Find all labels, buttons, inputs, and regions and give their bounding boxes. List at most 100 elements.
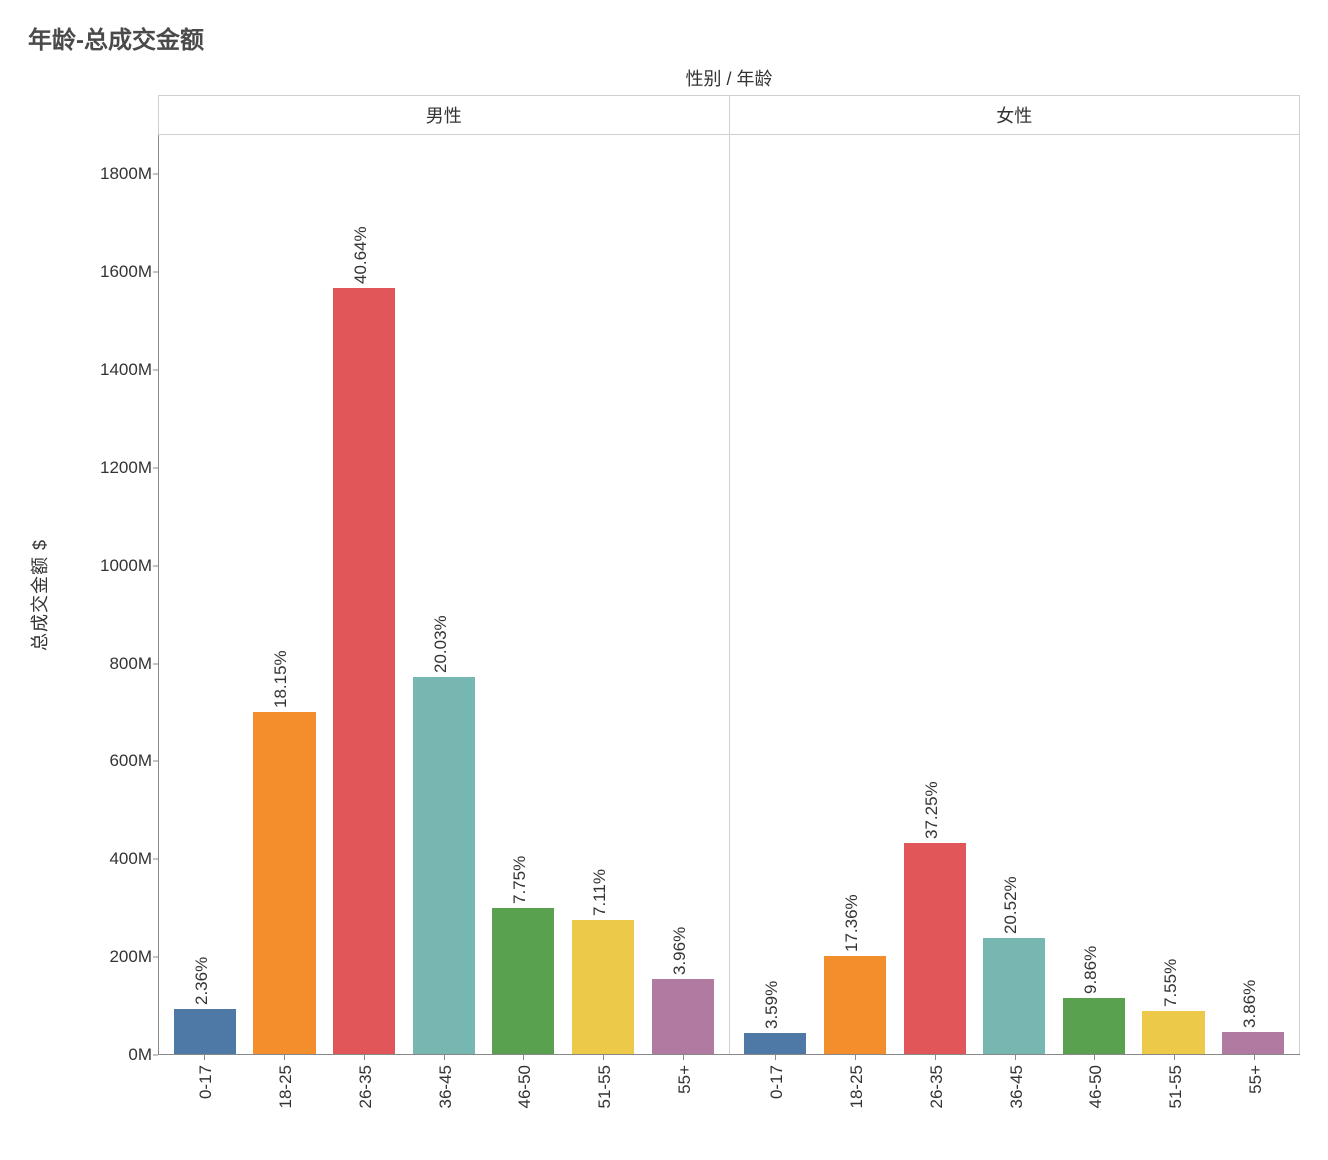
- y-tick-label: 1800M: [78, 164, 152, 184]
- x-tick-mark: [364, 1055, 365, 1060]
- bar-slot: 3.59%: [736, 135, 816, 1054]
- bar-slot: 40.64%: [324, 135, 404, 1054]
- x-tick-mark: [683, 1055, 684, 1060]
- bar-label: 40.64%: [351, 226, 371, 284]
- x-tick-mark: [204, 1055, 205, 1060]
- bar-label: 3.59%: [762, 981, 782, 1029]
- chart-title: 年龄-总成交金额: [28, 20, 1300, 55]
- bar-label: 7.11%: [590, 869, 610, 916]
- bar-label: 9.86%: [1081, 946, 1101, 994]
- bar-label: 17.36%: [842, 894, 862, 952]
- bar-slot: 37.25%: [895, 135, 975, 1054]
- plot-area: 2.36%18.15%40.64%20.03%7.75%7.11%3.96%3.…: [158, 135, 1300, 1055]
- x-tick-label: 18-25: [847, 1065, 867, 1108]
- x-axis-panels: 0-17 18-25 26-35 36-45 46-50 51-55 55+ 0-17 18-2…: [158, 1055, 1300, 1135]
- x-tick-slot: 0-17: [735, 1055, 815, 1135]
- bar-label: 3.86%: [1240, 980, 1260, 1028]
- bars-group: 3.59% 17.36% 37.25% 20.52% 9.86% 7.55% 3.86%: [730, 135, 1300, 1054]
- y-tick-label: 1000M: [78, 556, 152, 576]
- bar-label: 37.25%: [922, 781, 942, 839]
- bar: 3.96%: [652, 979, 714, 1054]
- x-tick-mark: [1254, 1055, 1255, 1060]
- x-tick-slot: 55+: [1214, 1055, 1294, 1135]
- y-tick-label: 200M: [78, 947, 152, 967]
- x-tick-label: 36-45: [436, 1065, 456, 1108]
- bar: 3.86%: [1222, 1032, 1284, 1054]
- y-tick-label: 800M: [78, 654, 152, 674]
- y-tick-label: 1600M: [78, 262, 152, 282]
- bar: 40.64%: [333, 288, 395, 1054]
- chart-panel: 2.36% 18.15% 40.64% 20.03% 7.75% 7.11% 3.96%: [159, 135, 730, 1054]
- x-tick-label: 26-35: [356, 1065, 376, 1108]
- x-tick-label: 18-25: [276, 1065, 296, 1108]
- x-tick-label: 55+: [1246, 1065, 1266, 1094]
- bar-label: 3.96%: [670, 927, 690, 975]
- bar-slot: 9.86%: [1054, 135, 1134, 1054]
- bar-label: 20.03%: [431, 615, 451, 673]
- x-tick-label: 0-17: [767, 1065, 787, 1099]
- facet-header: 女性: [730, 96, 1301, 135]
- y-tick-label: 1200M: [78, 458, 152, 478]
- y-axis: 总成交金额 $ 0M200M400M600M800M1000M1200M1400…: [28, 135, 158, 1055]
- facet-header: 男性: [158, 96, 730, 135]
- x-tick-slot: 55+: [643, 1055, 723, 1135]
- x-tick-mark: [935, 1055, 936, 1060]
- x-tick-label: 51-55: [595, 1065, 615, 1108]
- bar-label: 20.52%: [1001, 876, 1021, 934]
- bar-label: 18.15%: [271, 650, 291, 708]
- bar: 18.15%: [253, 712, 315, 1054]
- bar-slot: 2.36%: [165, 135, 245, 1054]
- y-tick-label: 400M: [78, 849, 152, 869]
- x-tick-mark: [523, 1055, 524, 1060]
- x-tick-mark: [1174, 1055, 1175, 1060]
- x-axis: 0-17 18-25 26-35 36-45 46-50 51-55 55+ 0-17 18-2…: [28, 1055, 1300, 1135]
- bar-slot: 3.86%: [1213, 135, 1293, 1054]
- bar: 3.59%: [744, 1033, 806, 1054]
- x-tick-mark: [284, 1055, 285, 1060]
- y-axis-label: 总成交金额 $: [26, 539, 52, 651]
- x-tick-label: 36-45: [1007, 1065, 1027, 1108]
- y-tick-label: 1400M: [78, 360, 152, 380]
- x-tick-slot: 36-45: [975, 1055, 1055, 1135]
- chart-body: 总成交金额 $ 0M200M400M600M800M1000M1200M1400…: [28, 135, 1300, 1055]
- y-tick-label: 0M: [78, 1045, 152, 1065]
- bar-slot: 3.96%: [643, 135, 723, 1054]
- x-tick-slot: 0-17: [164, 1055, 244, 1135]
- x-tick-mark: [603, 1055, 604, 1060]
- x-tick-mark: [444, 1055, 445, 1060]
- x-tick-label: 46-50: [515, 1065, 535, 1108]
- facet-header-area: 性别 / 年龄 男性女性: [28, 65, 1300, 135]
- x-tick-slot: 46-50: [483, 1055, 563, 1135]
- facet-title: 性别 / 年龄: [158, 65, 1300, 91]
- x-tick-label: 51-55: [1166, 1065, 1186, 1108]
- bar-slot: 18.15%: [245, 135, 325, 1054]
- x-tick-mark: [855, 1055, 856, 1060]
- x-tick-slot: 51-55: [563, 1055, 643, 1135]
- x-tick-mark: [1015, 1055, 1016, 1060]
- x-axis-panel: 0-17 18-25 26-35 36-45 46-50 51-55 55+: [158, 1055, 729, 1135]
- bar: 7.55%: [1142, 1011, 1204, 1054]
- bar-slot: 7.11%: [563, 135, 643, 1054]
- bar: 20.03%: [413, 677, 475, 1054]
- chart-panel: 3.59% 17.36% 37.25% 20.52% 9.86% 7.55% 3.86%: [730, 135, 1301, 1054]
- bar-slot: 7.75%: [484, 135, 564, 1054]
- x-tick-slot: 26-35: [895, 1055, 975, 1135]
- bar: 7.11%: [572, 920, 634, 1054]
- y-tick-label: 600M: [78, 751, 152, 771]
- x-tick-mark: [1094, 1055, 1095, 1060]
- x-tick-slot: 18-25: [244, 1055, 324, 1135]
- x-tick-mark: [775, 1055, 776, 1060]
- x-tick-slot: 36-45: [404, 1055, 484, 1135]
- bar: 2.36%: [174, 1009, 236, 1054]
- bar: 17.36%: [824, 956, 886, 1054]
- bar-label: 7.75%: [510, 856, 530, 904]
- x-tick-slot: 51-55: [1134, 1055, 1214, 1135]
- x-tick-slot: 18-25: [815, 1055, 895, 1135]
- x-tick-label: 26-35: [927, 1065, 947, 1108]
- bar: 37.25%: [904, 843, 966, 1054]
- y-ticks: 0M200M400M600M800M1000M1200M1400M1600M18…: [78, 135, 158, 1055]
- x-tick-label: 46-50: [1086, 1065, 1106, 1108]
- bars-group: 2.36% 18.15% 40.64% 20.03% 7.75% 7.11% 3.96%: [159, 135, 729, 1054]
- x-tick-label: 0-17: [196, 1065, 216, 1099]
- bar-slot: 7.55%: [1134, 135, 1214, 1054]
